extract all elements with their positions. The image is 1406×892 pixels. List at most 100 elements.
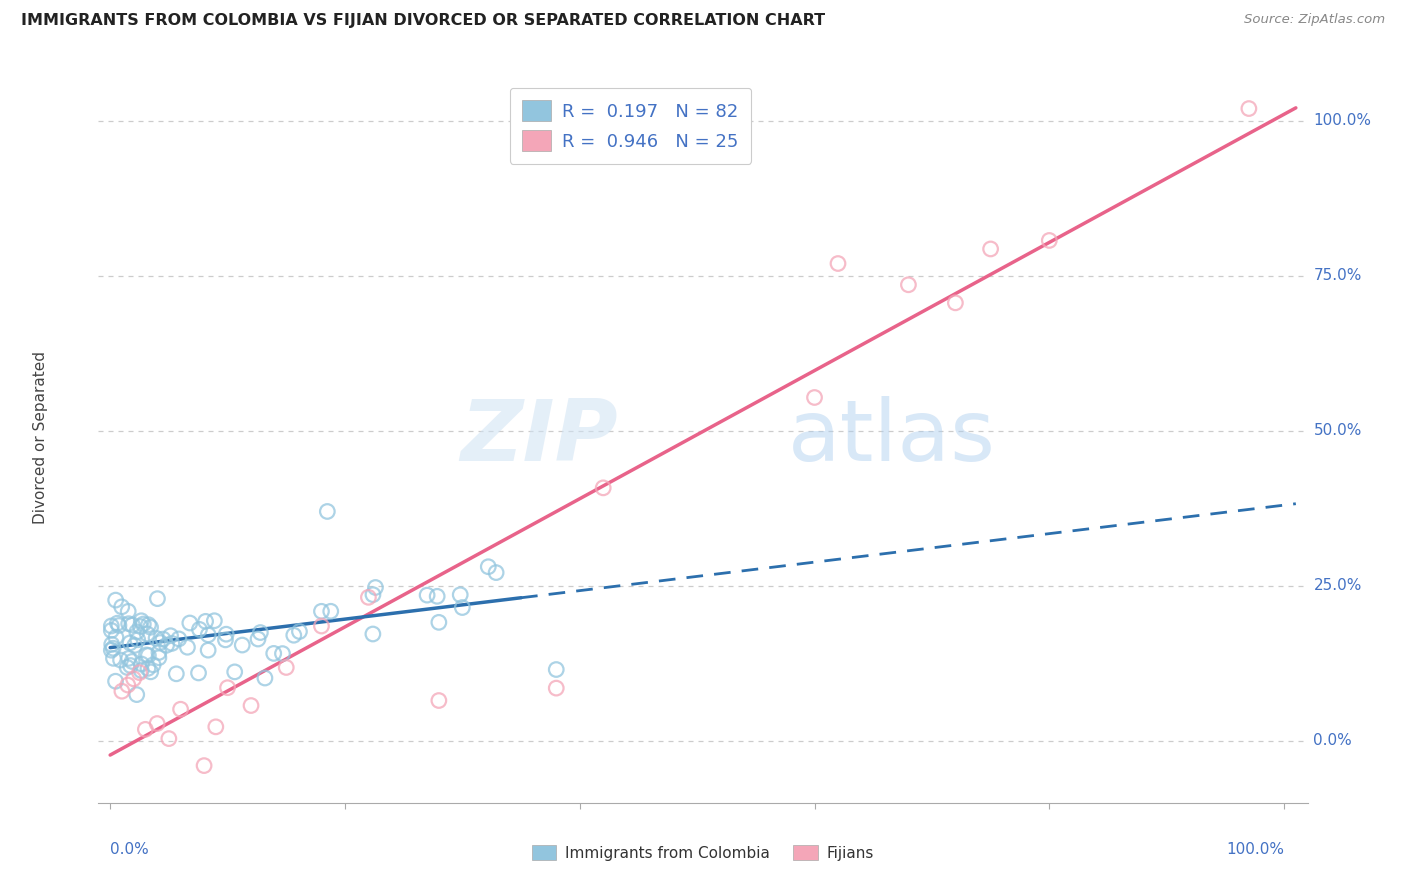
Point xyxy=(128,665,150,680)
Point xyxy=(176,640,198,655)
Point xyxy=(121,655,143,669)
Point xyxy=(194,615,217,629)
Point xyxy=(145,631,167,645)
Point xyxy=(357,591,380,605)
Point xyxy=(142,657,165,672)
Point xyxy=(129,619,152,633)
Point xyxy=(945,295,967,310)
Text: Divorced or Separated: Divorced or Separated xyxy=(32,351,48,524)
Point xyxy=(288,624,311,639)
Text: 0.0%: 0.0% xyxy=(1313,733,1353,748)
Point xyxy=(100,619,122,633)
Point xyxy=(148,645,170,659)
Point xyxy=(155,638,177,652)
Point xyxy=(152,632,174,646)
Point xyxy=(146,591,169,606)
Point xyxy=(129,614,152,628)
Point xyxy=(592,481,614,495)
Point xyxy=(364,581,387,595)
Point xyxy=(249,625,271,640)
Point xyxy=(146,716,169,731)
Point xyxy=(139,665,162,679)
Point xyxy=(271,647,294,661)
Text: 25.0%: 25.0% xyxy=(1313,578,1362,593)
Point xyxy=(283,628,305,642)
Point xyxy=(115,660,138,674)
Point xyxy=(361,627,384,641)
Point xyxy=(361,588,384,602)
Point xyxy=(179,615,201,630)
Point xyxy=(263,647,285,661)
Text: Source: ZipAtlas.com: Source: ZipAtlas.com xyxy=(1244,13,1385,27)
Point xyxy=(138,617,160,632)
Point xyxy=(980,242,1002,256)
Point xyxy=(125,624,148,639)
Point xyxy=(132,617,155,632)
Point xyxy=(111,599,134,614)
Point xyxy=(136,661,159,675)
Point xyxy=(100,624,122,638)
Point xyxy=(124,639,146,653)
Point xyxy=(117,678,139,692)
Point xyxy=(1237,102,1260,116)
Point xyxy=(427,693,450,707)
Point xyxy=(107,616,129,631)
Point xyxy=(149,635,172,649)
Point xyxy=(118,636,141,650)
Point xyxy=(100,637,122,651)
Point xyxy=(214,632,236,647)
Point xyxy=(125,688,148,702)
Point xyxy=(202,614,225,628)
Point xyxy=(167,632,190,646)
Point xyxy=(159,629,181,643)
Point xyxy=(118,651,141,665)
Point xyxy=(160,636,183,650)
Point xyxy=(311,619,333,633)
Point xyxy=(100,643,122,657)
Point xyxy=(224,665,246,679)
Point xyxy=(827,256,849,270)
Point xyxy=(188,623,211,637)
Point xyxy=(135,648,157,662)
Point xyxy=(449,588,471,602)
Point xyxy=(129,664,152,678)
Point xyxy=(127,632,149,647)
Point xyxy=(546,663,568,677)
Point xyxy=(485,566,508,580)
Point xyxy=(120,658,142,673)
Point xyxy=(134,723,156,737)
Point xyxy=(897,277,920,292)
Point xyxy=(276,660,298,674)
Point xyxy=(187,665,209,680)
Text: 0.0%: 0.0% xyxy=(110,842,149,856)
Point xyxy=(104,674,127,689)
Legend: Immigrants from Colombia, Fijians: Immigrants from Colombia, Fijians xyxy=(524,837,882,868)
Point xyxy=(169,702,191,716)
Point xyxy=(240,698,263,713)
Text: 50.0%: 50.0% xyxy=(1313,424,1362,438)
Point xyxy=(118,616,141,631)
Text: IMMIGRANTS FROM COLOMBIA VS FIJIAN DIVORCED OR SEPARATED CORRELATION CHART: IMMIGRANTS FROM COLOMBIA VS FIJIAN DIVOR… xyxy=(21,13,825,29)
Point xyxy=(139,620,162,634)
Point xyxy=(165,666,187,681)
Point xyxy=(316,504,339,518)
Point xyxy=(416,588,439,602)
Text: 100.0%: 100.0% xyxy=(1226,842,1284,856)
Point xyxy=(122,672,145,686)
Point xyxy=(204,720,226,734)
Point xyxy=(104,630,127,644)
Point xyxy=(138,648,160,663)
Point xyxy=(104,593,127,607)
Point xyxy=(103,651,125,665)
Point xyxy=(136,627,159,641)
Text: ZIP: ZIP xyxy=(461,395,619,479)
Point xyxy=(101,641,124,656)
Point xyxy=(108,618,131,632)
Point xyxy=(111,684,134,698)
Point xyxy=(197,643,219,657)
Point xyxy=(215,627,238,641)
Point xyxy=(319,604,342,618)
Point xyxy=(193,758,215,772)
Point xyxy=(427,615,450,630)
Point xyxy=(477,559,499,574)
